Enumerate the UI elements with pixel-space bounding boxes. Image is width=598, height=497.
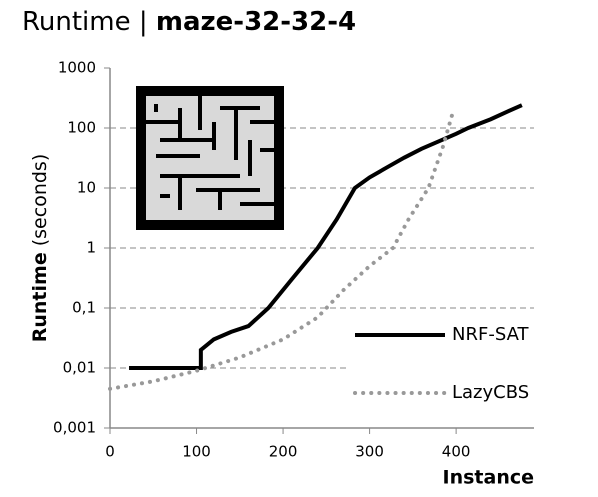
x-tick-label: 100 [182,443,211,461]
series-line [108,107,456,391]
x-tick-label: 200 [269,443,298,461]
x-tick-label: 0 [105,443,115,461]
x-tick-label: 400 [442,443,471,461]
y-label-unit: (seconds) [29,154,51,247]
chart-title: Runtime | maze-32-32-4 [22,7,356,37]
y-tick-label: 100 [67,119,96,137]
title-text: Runtime | [22,7,148,37]
y-tick-label: 10 [77,179,96,197]
maze-icon [136,86,284,230]
legend-label: LazyCBS [452,382,529,403]
x-tick-label: 300 [355,443,384,461]
title-bold: maze-32-32-4 [156,7,356,37]
y-tick-label: 1000 [58,59,96,77]
maze-walls [146,96,274,210]
y-axis-label: Runtime (seconds) [29,154,51,343]
series-line [129,103,523,370]
y-label-bold: Runtime [29,252,51,342]
y-tick-label: 1 [86,239,96,257]
y-tick-label: 0,1 [72,299,96,317]
plot: NRF-SAT LazyCBS [108,103,540,418]
y-tick-label: 0,01 [63,359,96,377]
x-axis-label: Instance [443,467,534,489]
y-tick-label: 0,001 [53,419,96,437]
legend-label: NRF-SAT [452,324,529,345]
